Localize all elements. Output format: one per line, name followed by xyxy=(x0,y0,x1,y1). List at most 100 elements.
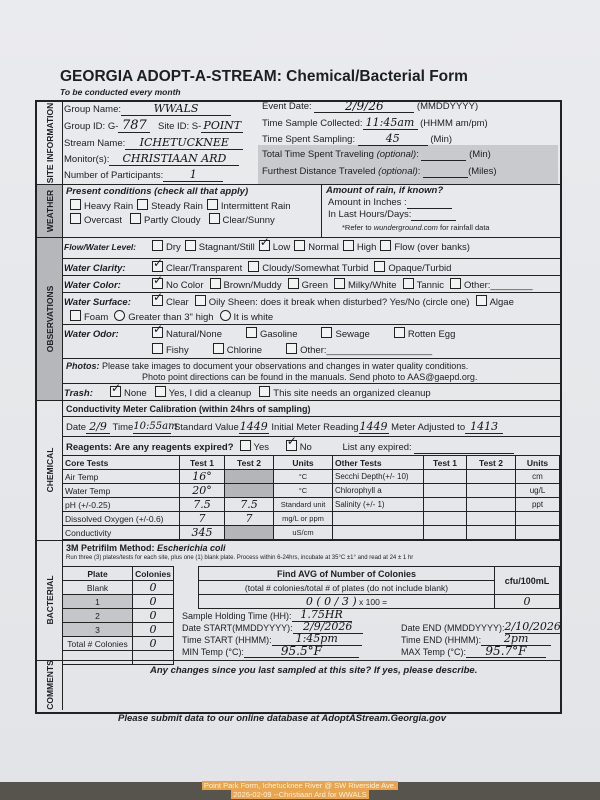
option-stagnant-still-checkbox[interactable] xyxy=(184,240,196,251)
column-header: Units xyxy=(515,455,560,470)
option-this-site-needs-an-organized-c-checkbox[interactable] xyxy=(259,386,271,397)
reagents-yes-checkbox[interactable] xyxy=(239,440,251,451)
option-tannic-checkbox[interactable] xyxy=(402,278,414,289)
option-greater-than-3-high-radio[interactable] xyxy=(114,310,126,321)
option-milky-white-checkbox[interactable] xyxy=(334,278,345,289)
cfu-value[interactable]: 0 xyxy=(494,594,560,609)
time-end-field[interactable]: Time END (HHMM): 2pm xyxy=(401,633,552,646)
option-cloudy-somewhat-turbid-checkbox[interactable] xyxy=(248,261,260,272)
holding-time-field[interactable]: Sample Holding Time (HH): 1.75HR xyxy=(182,609,352,622)
weather-options-row-1: Heavy Rain Steady Rain Intermittent Rain xyxy=(64,199,291,212)
option-sewage-checkbox[interactable] xyxy=(321,327,333,338)
option-normal-checkbox[interactable] xyxy=(294,240,306,251)
option-none-checkbox[interactable]: ✓ xyxy=(110,381,122,397)
rainfall-note: *Refer to wunderground.com for rainfall … xyxy=(342,223,490,232)
option-overcast-checkbox[interactable] xyxy=(70,213,81,224)
event-date-field[interactable]: Event Date: 2/9/26 (MMDDYYYY) xyxy=(262,99,479,113)
option-other-checkbox[interactable] xyxy=(450,278,462,289)
rain-hours-field[interactable]: In Last Hours/Days: xyxy=(328,209,457,221)
footer-note: Please submit data to our online databas… xyxy=(118,713,446,724)
table-row: pH (+/-0.25) 7.5 7.5 Standard unit Salin… xyxy=(62,497,560,512)
reagents-no-checkbox[interactable]: ✓ xyxy=(285,435,297,451)
calibration-heading: Conductivity Meter Calibration (within 2… xyxy=(66,404,311,414)
section-label-observations: OBSERVATIONS xyxy=(37,237,63,400)
option-high-checkbox[interactable] xyxy=(342,240,354,251)
option-label: Clear xyxy=(166,297,189,308)
option-low-checkbox[interactable]: ✓ xyxy=(258,235,270,251)
table-row: Air Temp 16° °C Secchi Depth(+/- 10) cm xyxy=(62,469,560,484)
stream-name-field[interactable]: Stream Name: ICHETUCKNEE xyxy=(64,137,244,150)
option-label: Milky/White xyxy=(348,280,397,291)
option-label: Algae xyxy=(489,297,514,308)
option-other-checkbox[interactable] xyxy=(286,343,298,354)
observation-row-water-color: Water Color: ✓ No Color Brown/Muddy Green Mil… xyxy=(64,273,533,291)
option-it-is-white-radio[interactable] xyxy=(219,310,231,321)
average-table: Find AVG of Number of Colonies cfu/100mL … xyxy=(198,566,560,609)
option-label: It is white xyxy=(233,312,274,323)
option-no-color-checkbox[interactable]: ✓ xyxy=(152,273,164,289)
option-partly-cloudy-checkbox[interactable] xyxy=(130,213,142,224)
option-chlorine-checkbox[interactable] xyxy=(212,343,224,354)
comments-input[interactable] xyxy=(64,680,558,708)
option-intermittent-rain-checkbox[interactable] xyxy=(206,199,218,210)
option-label: This site needs an organized cleanup xyxy=(273,388,431,399)
time-spent-field[interactable]: Time Spent Sampling: 45 (Min) xyxy=(262,132,453,146)
option-label: Yes, I did a cleanup xyxy=(168,388,252,399)
option-clear-checkbox[interactable]: ✓ xyxy=(152,290,164,306)
weather-heading: Present conditions (check all that apply… xyxy=(66,186,249,197)
site-id-field[interactable]: Site ID: S- POINT xyxy=(158,120,244,133)
form-subtitle: To be conducted every month xyxy=(60,87,181,97)
observation-row-water-surface: Water Surface: ✓ Clear Oily Sheen: does it … xyxy=(64,290,514,308)
date-end-field[interactable]: Date END (MMDDYYYY):2/10/2026 xyxy=(401,620,561,634)
group-name-field[interactable]: Group Name: WWALS xyxy=(64,103,232,116)
max-temp-field[interactable]: MAX Temp (°C): 95.7°F xyxy=(401,645,546,658)
time-start-field[interactable]: Time START (HHMM): 1:45pm xyxy=(182,633,362,646)
date-start-field[interactable]: Date START(MMDDYYYY): 2/9/2026 xyxy=(182,621,363,634)
option-label: Partly Cloudy xyxy=(144,215,201,226)
option-brown-muddy-checkbox[interactable] xyxy=(209,278,221,289)
option-label: Greater than 3" high xyxy=(128,312,214,323)
rain-inches-field[interactable]: Amount in Inches : xyxy=(328,197,452,209)
distance-field[interactable]: Furthest Distance Traveled (optional): (… xyxy=(262,166,497,178)
option-flow-over-banks-checkbox[interactable] xyxy=(380,240,392,251)
option-clear-transparent-checkbox[interactable]: ✓ xyxy=(152,256,164,272)
option-oily-sheen-does-it-break-when--checkbox[interactable] xyxy=(194,295,206,306)
participants-field[interactable]: Number of Participants: 1 xyxy=(64,169,224,182)
min-temp-field[interactable]: MIN Temp (°C): 95.5°F xyxy=(182,645,359,658)
option-yes-i-did-a-cleanup-checkbox[interactable] xyxy=(154,386,166,397)
observation-row-flow-water-level: Flow/Water Level: Dry Stagnant/Still ✓ Low No… xyxy=(64,235,470,253)
option-label: Normal xyxy=(308,242,339,253)
option-label: Gasoline xyxy=(259,329,298,340)
option-fishy-checkbox[interactable] xyxy=(152,343,163,354)
section-label-chemical: CHEMICAL xyxy=(37,400,63,540)
trash-label: Trash: xyxy=(64,388,93,399)
reagents-row: Reagents: Are any reagents expired? Yes ✓… xyxy=(66,435,515,454)
travel-time-field[interactable]: Total Time Spent Traveling (optional): (… xyxy=(262,149,491,161)
comments-prompt: Any changes since you last sampled at th… xyxy=(150,665,478,676)
observation-row-blank: Foam Greater than 3" high It is white xyxy=(64,310,273,323)
option-foam-checkbox[interactable] xyxy=(70,310,81,321)
option-green-checkbox[interactable] xyxy=(287,278,299,289)
option-dry-checkbox[interactable] xyxy=(152,240,163,251)
monitors-field[interactable]: Monitor(s): CHRISTIAAN ARD xyxy=(64,153,240,166)
photos-instructions: Photos: Please take images to document y… xyxy=(66,361,469,371)
option-natural-none-checkbox[interactable]: ✓ xyxy=(152,322,164,338)
option-heavy-rain-checkbox[interactable] xyxy=(70,199,81,210)
option-algae-checkbox[interactable] xyxy=(475,295,487,306)
option-steady-rain-checkbox[interactable] xyxy=(137,199,149,210)
time-collected-field[interactable]: Time Sample Collected: 11:45am (HHMM am/p… xyxy=(262,116,488,130)
option-label: Foam xyxy=(84,312,109,323)
group-id-field[interactable]: Group ID: G- 787 xyxy=(64,119,151,133)
option-label: Heavy Rain xyxy=(84,201,134,212)
option-opaque-turbid-checkbox[interactable] xyxy=(374,261,386,272)
row-label: Water Color: xyxy=(64,280,121,291)
row-label: Water Odor: xyxy=(64,329,119,340)
column-header: Test 2 xyxy=(224,455,274,470)
option-clear-sunny-checkbox[interactable] xyxy=(208,213,220,224)
column-header: Core Tests xyxy=(62,455,180,470)
column-header: Test 1 xyxy=(423,455,467,470)
option-gasoline-checkbox[interactable] xyxy=(245,327,257,338)
option-rotten-egg-checkbox[interactable] xyxy=(393,327,405,338)
